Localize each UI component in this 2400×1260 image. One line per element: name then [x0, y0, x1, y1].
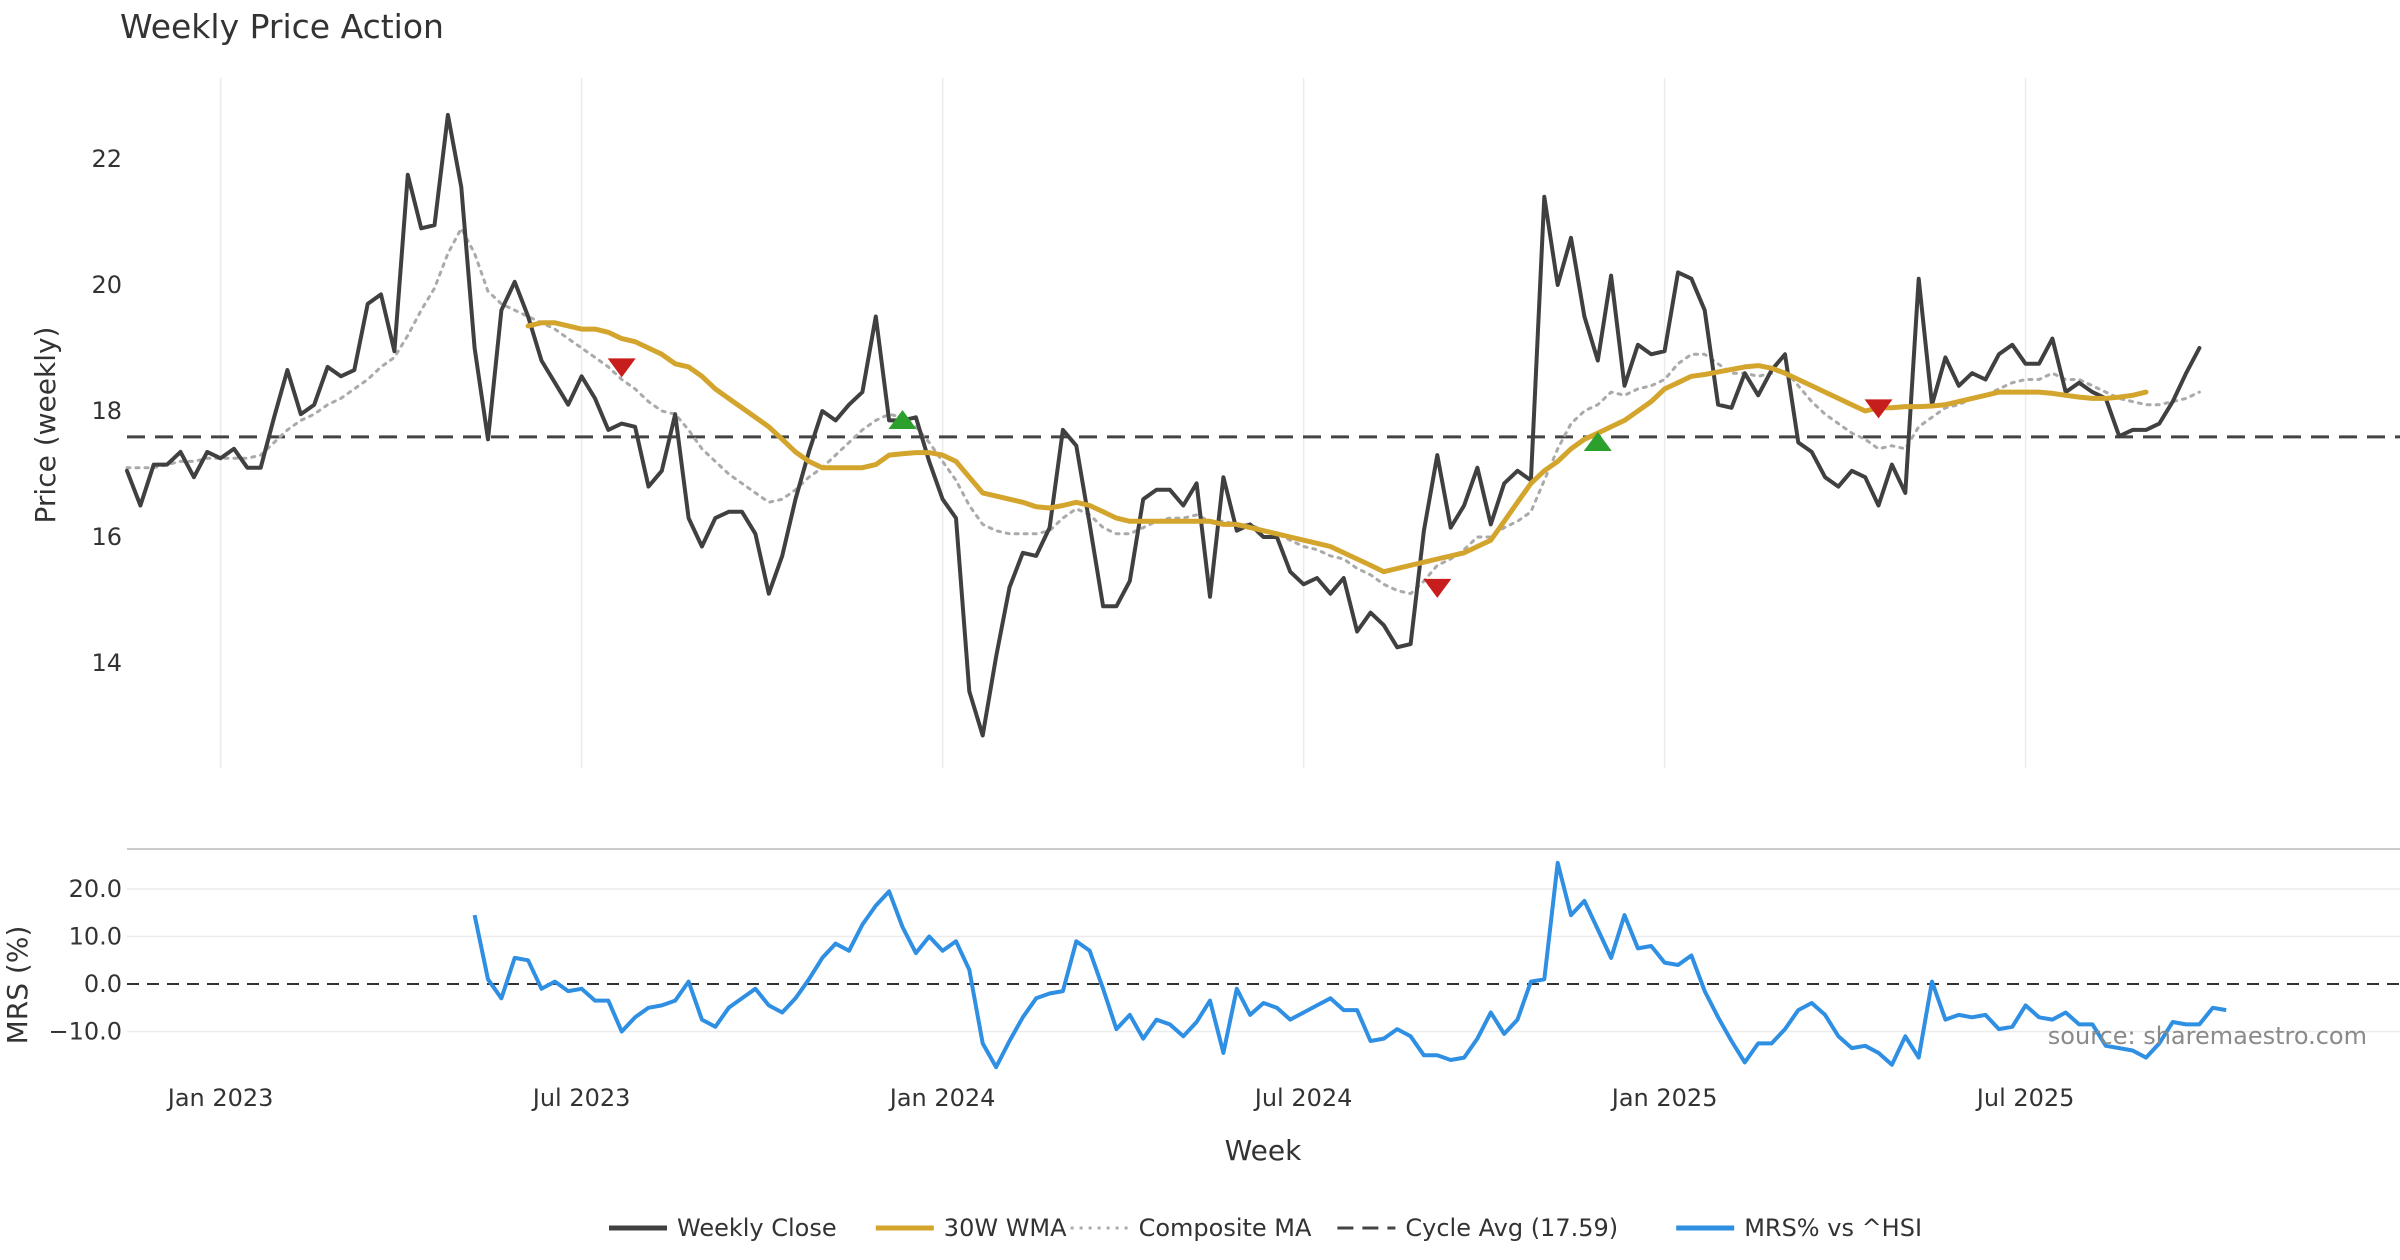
price-gridlines	[219, 78, 2027, 768]
buy-signal-marker	[888, 409, 917, 429]
price-y-tick-label: 22	[91, 145, 122, 173]
x-tick-label: Jul 2023	[531, 1084, 631, 1112]
mrs-y-ticks: 20.0 10.0 0.0 −10.0	[48, 875, 122, 1046]
source-note: source: sharemaestro.com	[2048, 1022, 2367, 1050]
x-tick-label: Jan 2023	[166, 1084, 274, 1112]
price-y-tick-label: 14	[91, 649, 122, 677]
x-tick-label: Jul 2024	[1253, 1084, 1353, 1112]
weekly-close-line	[125, 112, 2202, 738]
mrs-y-tick-label: 20.0	[69, 875, 122, 903]
price-series-lines	[125, 112, 2202, 738]
price-y-tick-label: 20	[91, 271, 122, 299]
legend-label: MRS% vs ^HSI	[1744, 1214, 1922, 1242]
mrs-y-tick-label: 0.0	[84, 970, 122, 998]
legend-label: Cycle Avg (17.59)	[1405, 1214, 1618, 1242]
x-tick-label: Jul 2025	[1975, 1084, 2075, 1112]
legend-label: 30W WMA	[944, 1214, 1067, 1242]
mrs-y-axis-label: MRS (%)	[1, 926, 34, 1045]
x-tick-label: Jan 2025	[1610, 1084, 1718, 1112]
mrs-y-tick-label: 10.0	[69, 923, 122, 951]
legend-label: Composite MA	[1139, 1214, 1312, 1242]
mrs-y-tick-label: −10.0	[48, 1018, 122, 1046]
legend: Weekly Close 30W WMA Composite MA Cycle Avg…	[609, 1214, 1922, 1242]
x-axis-ticks: Jan 2023 Jul 2023 Jan 2024 Jul 2024 Jan 2025…	[166, 1084, 2075, 1112]
signal-markers	[607, 358, 1893, 598]
x-axis-label: Week	[1225, 1134, 1302, 1167]
legend-label: Weekly Close	[677, 1214, 837, 1242]
price-y-axis-label: Price (weekly)	[29, 327, 62, 524]
sell-signal-marker	[607, 358, 636, 378]
x-tick-label: Jan 2024	[888, 1084, 996, 1112]
composite-ma-line	[125, 226, 2201, 596]
sell-signal-marker	[1864, 399, 1893, 419]
sell-signal-marker	[1423, 578, 1452, 598]
buy-signal-marker	[1583, 432, 1612, 451]
price-y-tick-label: 18	[91, 397, 122, 425]
mrs-line	[472, 860, 2227, 1070]
mrs-series-lines	[472, 860, 2227, 1070]
chart-title: Weekly Price Action	[120, 7, 444, 46]
price-y-tick-label: 16	[91, 523, 122, 551]
mrs-gridlines	[127, 888, 2400, 1033]
price-y-ticks: 14 16 18 20 22	[91, 145, 122, 677]
